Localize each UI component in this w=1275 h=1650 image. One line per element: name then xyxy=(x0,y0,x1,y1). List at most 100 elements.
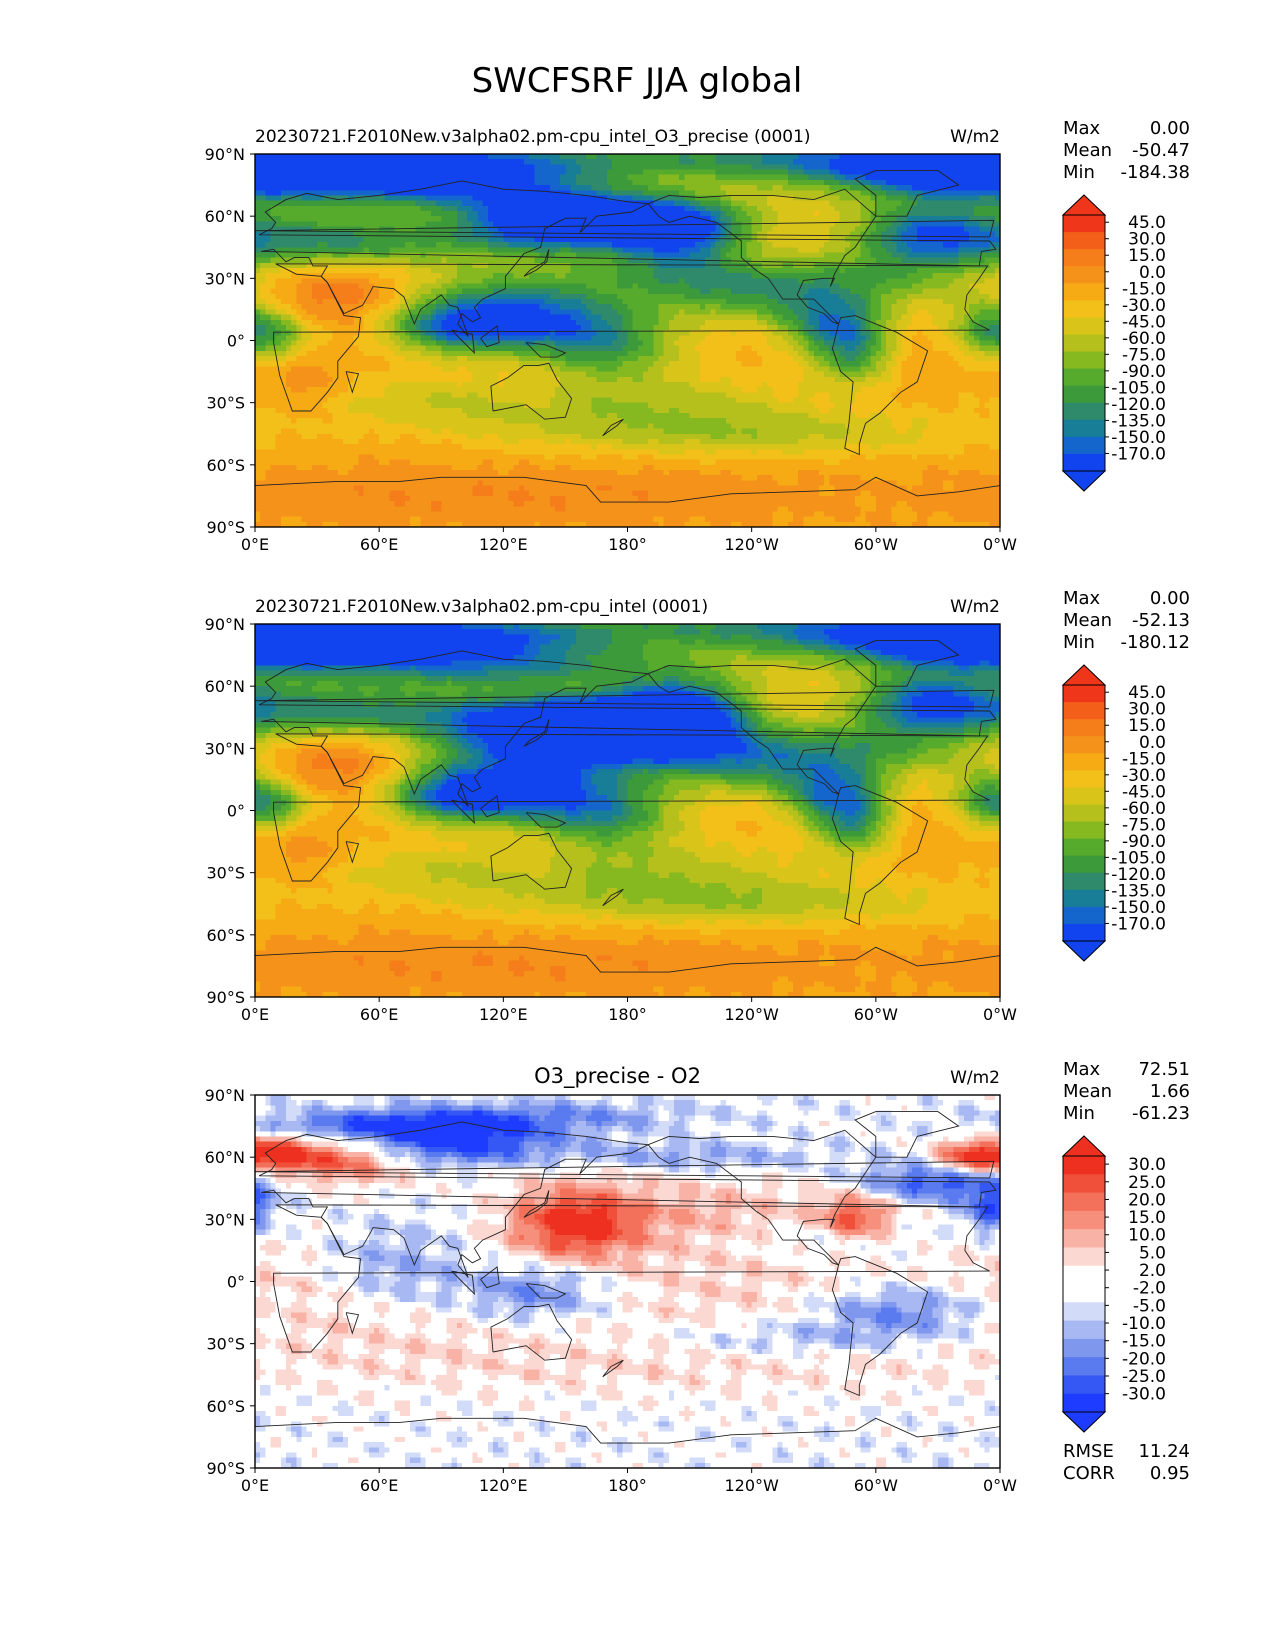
field-cell xyxy=(850,175,856,181)
field-cell xyxy=(628,159,634,165)
field-cell xyxy=(793,175,799,181)
field-cell xyxy=(410,175,416,181)
field-cell xyxy=(333,164,339,170)
field-cell xyxy=(814,180,820,186)
field-cell xyxy=(307,180,313,186)
figure-title: SWCFSRF JJA global xyxy=(472,61,803,101)
field-cell xyxy=(576,185,582,191)
field-cell xyxy=(302,185,308,191)
field-cell xyxy=(327,185,333,191)
field-cell xyxy=(783,190,789,196)
field-cell xyxy=(446,190,452,196)
field-cell xyxy=(943,180,949,186)
field-cell xyxy=(452,159,458,165)
field-cell xyxy=(628,180,634,186)
field-cell xyxy=(907,154,913,160)
field-cell xyxy=(265,180,271,186)
field-cell xyxy=(881,159,887,165)
field-cell xyxy=(633,159,639,165)
field-cell xyxy=(550,190,556,196)
field-cell xyxy=(809,154,815,160)
field-cell xyxy=(441,195,447,201)
field-cell xyxy=(550,175,556,181)
field-cell xyxy=(902,180,908,186)
field-cell xyxy=(855,185,861,191)
field-cell xyxy=(364,164,370,170)
field-cell xyxy=(519,190,525,196)
field-cell xyxy=(317,164,323,170)
field-cell xyxy=(369,185,375,191)
field-cell xyxy=(550,154,556,160)
field-cell xyxy=(291,190,297,196)
field-cell xyxy=(803,185,809,191)
field-cell xyxy=(622,159,628,165)
field-cell xyxy=(493,175,499,181)
field-cell xyxy=(369,164,375,170)
field-cell xyxy=(503,159,509,165)
field-cell xyxy=(834,185,840,191)
field-cell xyxy=(891,190,897,196)
field-cell xyxy=(767,185,773,191)
field-cell xyxy=(348,170,354,176)
field-cell xyxy=(865,180,871,186)
field-cell xyxy=(519,170,525,176)
field-cell xyxy=(446,159,452,165)
field-cell xyxy=(462,195,468,201)
field-cell xyxy=(374,185,380,191)
field-cell xyxy=(457,159,463,165)
field-cell xyxy=(358,175,364,181)
field-cell xyxy=(509,154,515,160)
field-cell xyxy=(695,190,701,196)
field-cell xyxy=(607,154,613,160)
field-cell xyxy=(886,180,892,186)
field-cell xyxy=(565,185,571,191)
field-cell xyxy=(974,159,980,165)
field-cell xyxy=(979,154,985,160)
field-cell xyxy=(710,180,716,186)
field-cell xyxy=(457,185,463,191)
field-cell xyxy=(555,175,561,181)
field-cell xyxy=(265,175,271,181)
field-cell xyxy=(979,180,985,186)
field-cell xyxy=(509,190,515,196)
field-cell xyxy=(865,164,871,170)
field-cell xyxy=(715,159,721,165)
field-cell xyxy=(752,159,758,165)
field-cell xyxy=(840,190,846,196)
field-cell xyxy=(364,154,370,160)
field-cell xyxy=(467,159,473,165)
field-cell xyxy=(519,154,525,160)
field-cell xyxy=(529,154,535,160)
field-cell xyxy=(788,170,794,176)
field-cell xyxy=(679,180,685,186)
field-cell xyxy=(296,175,302,181)
field-cell xyxy=(431,195,437,201)
field-cell xyxy=(938,190,944,196)
field-cell xyxy=(467,190,473,196)
field-cell xyxy=(260,159,266,165)
field-cell xyxy=(922,154,928,160)
field-cell xyxy=(643,175,649,181)
field-cell xyxy=(772,159,778,165)
field-cell xyxy=(327,170,333,176)
field-cell xyxy=(395,180,401,186)
field-cell xyxy=(265,185,271,191)
field-cell xyxy=(834,175,840,181)
field-cell xyxy=(715,164,721,170)
field-cell xyxy=(462,159,468,165)
field-cell xyxy=(576,154,582,160)
field-cell xyxy=(850,185,856,191)
field-cell xyxy=(410,164,416,170)
field-cell xyxy=(726,154,732,160)
field-cell xyxy=(452,164,458,170)
field-cell xyxy=(477,175,483,181)
field-cell xyxy=(798,170,804,176)
field-cell xyxy=(664,159,670,165)
field-cell xyxy=(834,154,840,160)
field-cell xyxy=(498,170,504,176)
field-cell xyxy=(586,154,592,160)
field-cell xyxy=(358,154,364,160)
field-cell xyxy=(979,170,985,176)
field-cell xyxy=(684,180,690,186)
field-cell xyxy=(648,195,654,201)
